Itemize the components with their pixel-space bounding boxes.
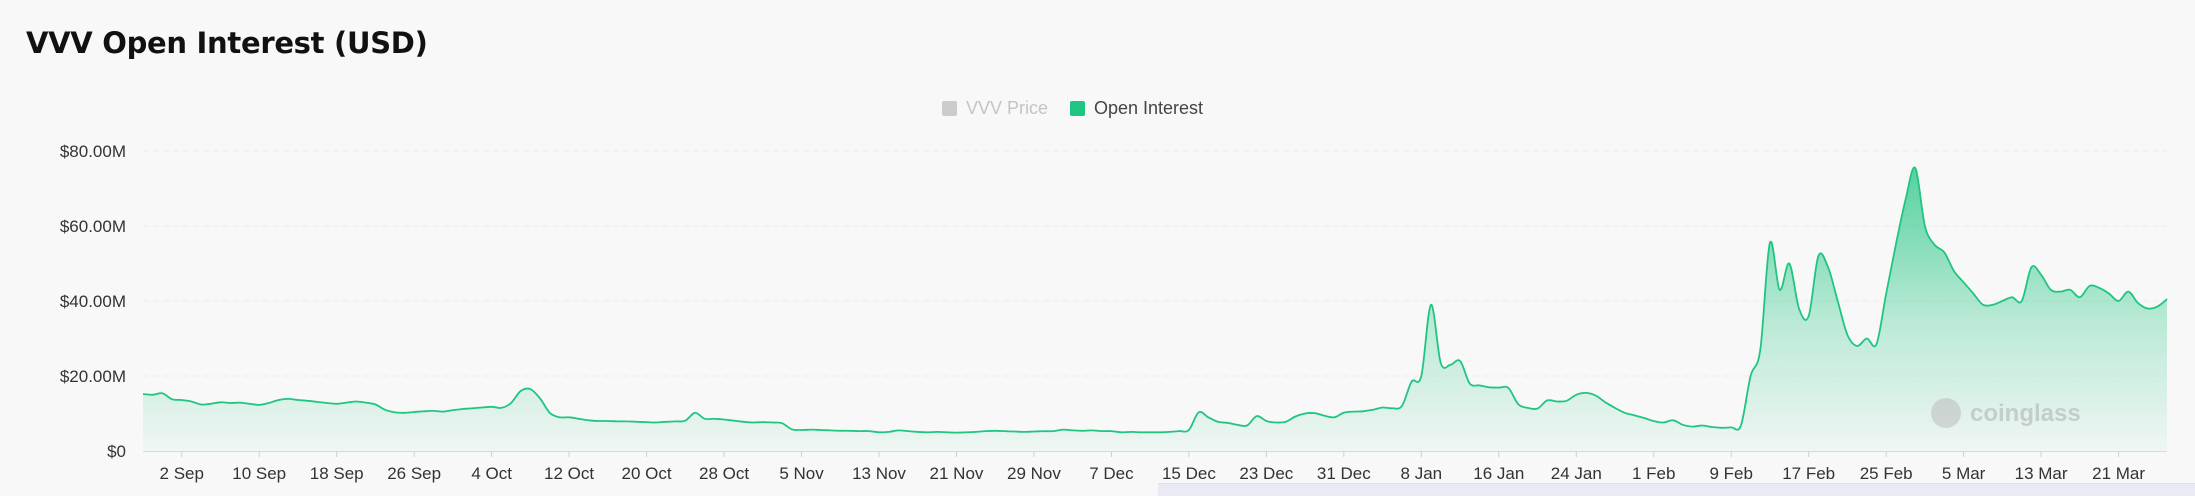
x-tick-label: 2 Sep — [160, 464, 204, 483]
x-tick-label: 8 Jan — [1401, 464, 1443, 483]
x-tick-label: 23 Dec — [1239, 464, 1293, 483]
x-tick-label: 5 Mar — [1942, 464, 1986, 483]
watermark-text: coinglass — [1970, 400, 2081, 427]
x-tick-label: 24 Jan — [1551, 464, 1602, 483]
x-tick-label: 1 Feb — [1632, 464, 1675, 483]
x-tick-label: 17 Feb — [1782, 464, 1835, 483]
x-tick-label: 4 Oct — [471, 464, 512, 483]
legend-swatch-open-interest — [1069, 101, 1085, 116]
y-tick-label: $40.00M — [60, 292, 126, 311]
x-tick-label: 29 Nov — [1007, 464, 1061, 483]
x-tick-label: 9 Feb — [1709, 464, 1752, 483]
x-tick-label: 13 Nov — [852, 464, 906, 483]
x-tick-label: 31 Dec — [1317, 464, 1371, 483]
x-tick-label: 12 Oct — [544, 464, 594, 483]
x-tick-label: 21 Mar — [2092, 464, 2145, 483]
open-interest-line — [142, 166, 2168, 434]
legend-item-vvv-price[interactable]: VVV Price — [941, 98, 1048, 119]
legend-item-open-interest[interactable]: Open Interest — [1069, 98, 1204, 119]
x-tick-label: 26 Sep — [387, 464, 441, 483]
y-tick-label: $80.00M — [60, 142, 126, 161]
y-tick-label: $20.00M — [60, 367, 126, 386]
x-tick-label: 13 Mar — [2015, 464, 2068, 483]
legend-swatch-vvv-price — [941, 101, 957, 116]
legend-label-vvv-price: VVV Price — [965, 98, 1048, 118]
chart-title: VVV Open Interest (USD) — [26, 26, 428, 60]
coinglass-watermark: coinglass — [1931, 398, 2081, 428]
open-interest-area — [143, 167, 2167, 451]
x-tick-label: 5 Nov — [779, 464, 824, 483]
y-tick-label: $60.00M — [60, 217, 126, 236]
legend-label-open-interest: Open Interest — [1093, 98, 1204, 118]
chart-zoom-scrollbar[interactable] — [1158, 483, 2195, 496]
coinglass-logo-icon — [1931, 398, 1961, 428]
x-tick-label: 16 Jan — [1473, 464, 1524, 483]
x-tick-label: 7 Dec — [1089, 464, 1134, 483]
x-tick-label: 18 Sep — [310, 464, 364, 483]
x-tick-label: 25 Feb — [1860, 464, 1913, 483]
y-tick-label: $0 — [107, 442, 126, 461]
x-tick-label: 21 Nov — [930, 464, 984, 483]
chart-legend: VVV Price Open Interest — [0, 98, 2170, 119]
x-tick-label: 20 Oct — [622, 464, 672, 483]
x-tick-label: 15 Dec — [1162, 464, 1216, 483]
x-tick-label: 10 Sep — [232, 464, 286, 483]
x-tick-label: 28 Oct — [699, 464, 749, 483]
